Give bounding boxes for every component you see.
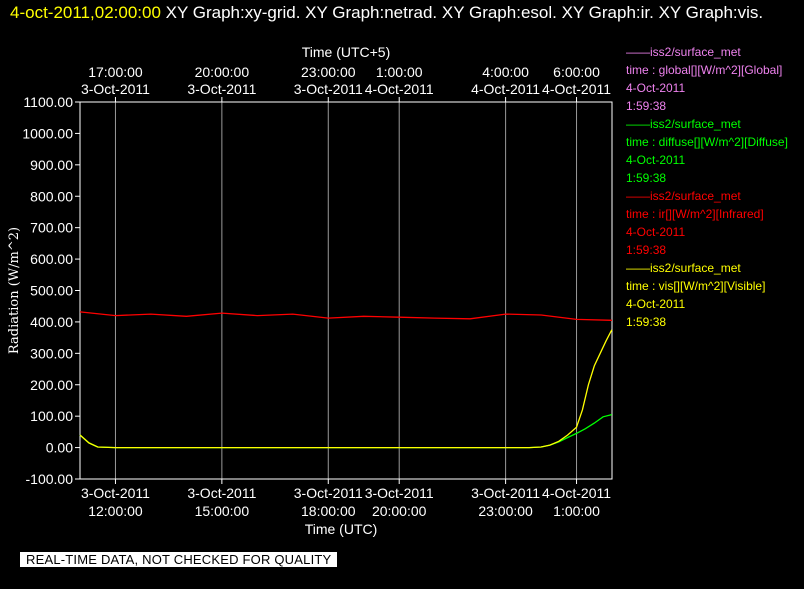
legend-time: 1:59:38 — [626, 171, 667, 185]
y-tick-label: 400.00 — [30, 314, 73, 330]
x2-tick-date: 4-Oct-2011 — [471, 81, 540, 97]
x-tick-time: 12:00:00 — [88, 503, 143, 519]
legend-date: 4-Oct-2011 — [626, 153, 686, 167]
legend-source: ——iss2/surface_met — [626, 259, 804, 277]
grid-lines — [114, 102, 578, 479]
x2-tick-time: 23:00:00 — [301, 64, 356, 80]
y-tick-label: 700.00 — [30, 220, 73, 236]
y-tick-label: 200.00 — [30, 377, 73, 393]
x-tick-time: 15:00:00 — [195, 503, 250, 519]
legend-source-text: iss2/surface_met — [650, 117, 741, 131]
graph-title: 4-oct-2011,02:00:00 XY Graph:xy-grid. XY… — [10, 2, 800, 24]
x2-tick-time: 6:00:00 — [553, 64, 600, 80]
legend-variable: time : global[][W/m^2][Global] — [626, 63, 783, 77]
y-tick-label: 500.00 — [30, 283, 73, 299]
legend-variable: time : diffuse[][W/m^2][Diffuse] — [626, 135, 788, 149]
x2-tick-time: 17:00:00 — [88, 64, 143, 80]
x2-tick-date: 4-Oct-2011 — [365, 81, 434, 97]
legend-source-text: iss2/surface_met — [650, 45, 741, 59]
y-tick-label: 600.00 — [30, 251, 73, 267]
x-tick-date: 3-Oct-2011 — [365, 485, 434, 501]
plot-frame — [79, 101, 613, 480]
y-axis-label: Radiation (W/m^2) — [7, 227, 22, 354]
legend-time: 1:59:38 — [626, 99, 667, 113]
x2-tick-date: 3-Oct-2011 — [187, 81, 256, 97]
x2-tick-date: 4-Oct-2011 — [542, 81, 611, 97]
x-axis-label: Time (UTC) — [305, 521, 378, 537]
quality-warning-banner: REAL-TIME DATA, NOT CHECKED FOR QUALITY — [20, 552, 338, 567]
x-tick-date: 3-Oct-2011 — [187, 485, 256, 501]
title-graph-list: XY Graph:xy-grid. XY Graph:netrad. XY Gr… — [160, 3, 764, 22]
x-tick-date: 3-Oct-2011 — [294, 485, 363, 501]
x-axis-top: 17:00:003-Oct-201120:00:003-Oct-201123:0… — [81, 64, 611, 102]
legend-source: ——iss2/surface_met — [626, 43, 804, 61]
x-tick-date: 3-Oct-2011 — [81, 485, 150, 501]
y-tick-label: 1000.00 — [22, 125, 73, 141]
legend-line-swatch: —— — [626, 117, 650, 131]
legend-line-swatch: —— — [626, 261, 650, 275]
legend-time: 1:59:38 — [626, 315, 667, 329]
legend-source: ——iss2/surface_met — [626, 115, 804, 133]
series-line — [79, 329, 613, 449]
y-tick-label: 1100.00 — [23, 94, 73, 110]
series-line — [79, 311, 613, 321]
y-tick-label: 0.00 — [46, 440, 73, 456]
legend-date: 4-Oct-2011 — [626, 81, 686, 95]
legend-source: ——iss2/surface_met — [626, 187, 804, 205]
y-tick-label: 300.00 — [30, 345, 73, 361]
series-layer — [79, 311, 613, 449]
x2-tick-time: 20:00:00 — [195, 64, 250, 80]
legend-variable: time : ir[][W/m^2][Infrared] — [626, 207, 764, 221]
y-tick-label: -100.00 — [26, 471, 74, 487]
legend-date: 4-Oct-2011 — [626, 297, 686, 311]
series-line — [79, 413, 612, 449]
x-tick-time: 23:00:00 — [478, 503, 533, 519]
x2-tick-date: 3-Oct-2011 — [81, 81, 150, 97]
legend: ——iss2/surface_met time : global[][W/m^2]… — [626, 43, 804, 331]
x-tick-date: 3-Oct-2011 — [471, 485, 540, 501]
legend-line-swatch: —— — [626, 45, 650, 59]
x-tick-date: 4-Oct-2011 — [542, 485, 611, 501]
y-tick-label: 800.00 — [30, 188, 73, 204]
x-tick-time: 20:00:00 — [372, 503, 427, 519]
legend-date: 4-Oct-2011 — [626, 225, 686, 239]
legend-time: 1:59:38 — [626, 243, 667, 257]
y-tick-label: 900.00 — [30, 157, 73, 173]
y-tick-label: 100.00 — [30, 408, 73, 424]
x-tick-time: 18:00:00 — [301, 503, 356, 519]
legend-source-text: iss2/surface_met — [650, 261, 741, 275]
x2-tick-time: 4:00:00 — [482, 64, 529, 80]
legend-line-swatch: —— — [626, 189, 650, 203]
y-axis: -100.00 0.00 100.00 200.00 300.00 400.00 500.0… — [22, 94, 80, 487]
top-axis-label: Time (UTC+5) — [302, 44, 391, 60]
x-axis-bottom: 3-Oct-2011 12:00:00 3-Oct-2011 15:00:00 3-Oc… — [81, 479, 611, 519]
x-tick-time: 1:00:00 — [553, 503, 600, 519]
x2-tick-time: 1:00:00 — [376, 64, 423, 80]
legend-source-text: iss2/surface_met — [650, 189, 741, 203]
x2-tick-date: 3-Oct-2011 — [294, 81, 363, 97]
title-timestamp: 4-oct-2011,02:00:00 — [10, 3, 161, 22]
legend-variable: time : vis[][W/m^2][Visible] — [626, 279, 766, 293]
